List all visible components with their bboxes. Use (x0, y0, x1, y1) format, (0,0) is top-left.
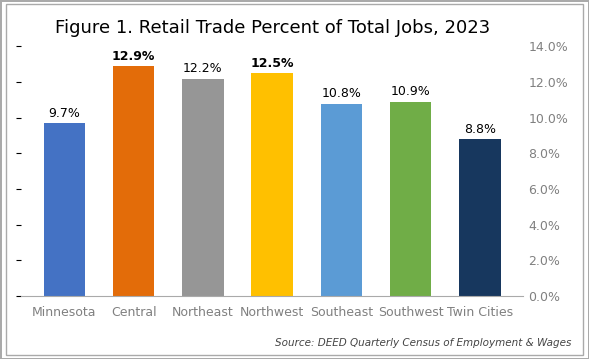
Text: 12.9%: 12.9% (112, 50, 155, 62)
Bar (252, 73, 293, 296)
Bar (44, 123, 85, 296)
Bar (113, 66, 154, 296)
Text: 10.9%: 10.9% (391, 85, 431, 98)
Bar (390, 102, 431, 296)
Bar (182, 79, 224, 296)
Title: Figure 1. Retail Trade Percent of Total Jobs, 2023: Figure 1. Retail Trade Percent of Total … (55, 19, 490, 37)
Bar (459, 139, 501, 296)
Text: 8.8%: 8.8% (464, 123, 496, 136)
Text: 12.5%: 12.5% (250, 57, 294, 70)
Text: 9.7%: 9.7% (48, 107, 81, 120)
Text: 12.2%: 12.2% (183, 62, 223, 75)
Text: Source: DEED Quarterly Census of Employment & Wages: Source: DEED Quarterly Census of Employm… (275, 338, 571, 348)
Bar (320, 103, 362, 296)
Text: 10.8%: 10.8% (322, 87, 361, 100)
